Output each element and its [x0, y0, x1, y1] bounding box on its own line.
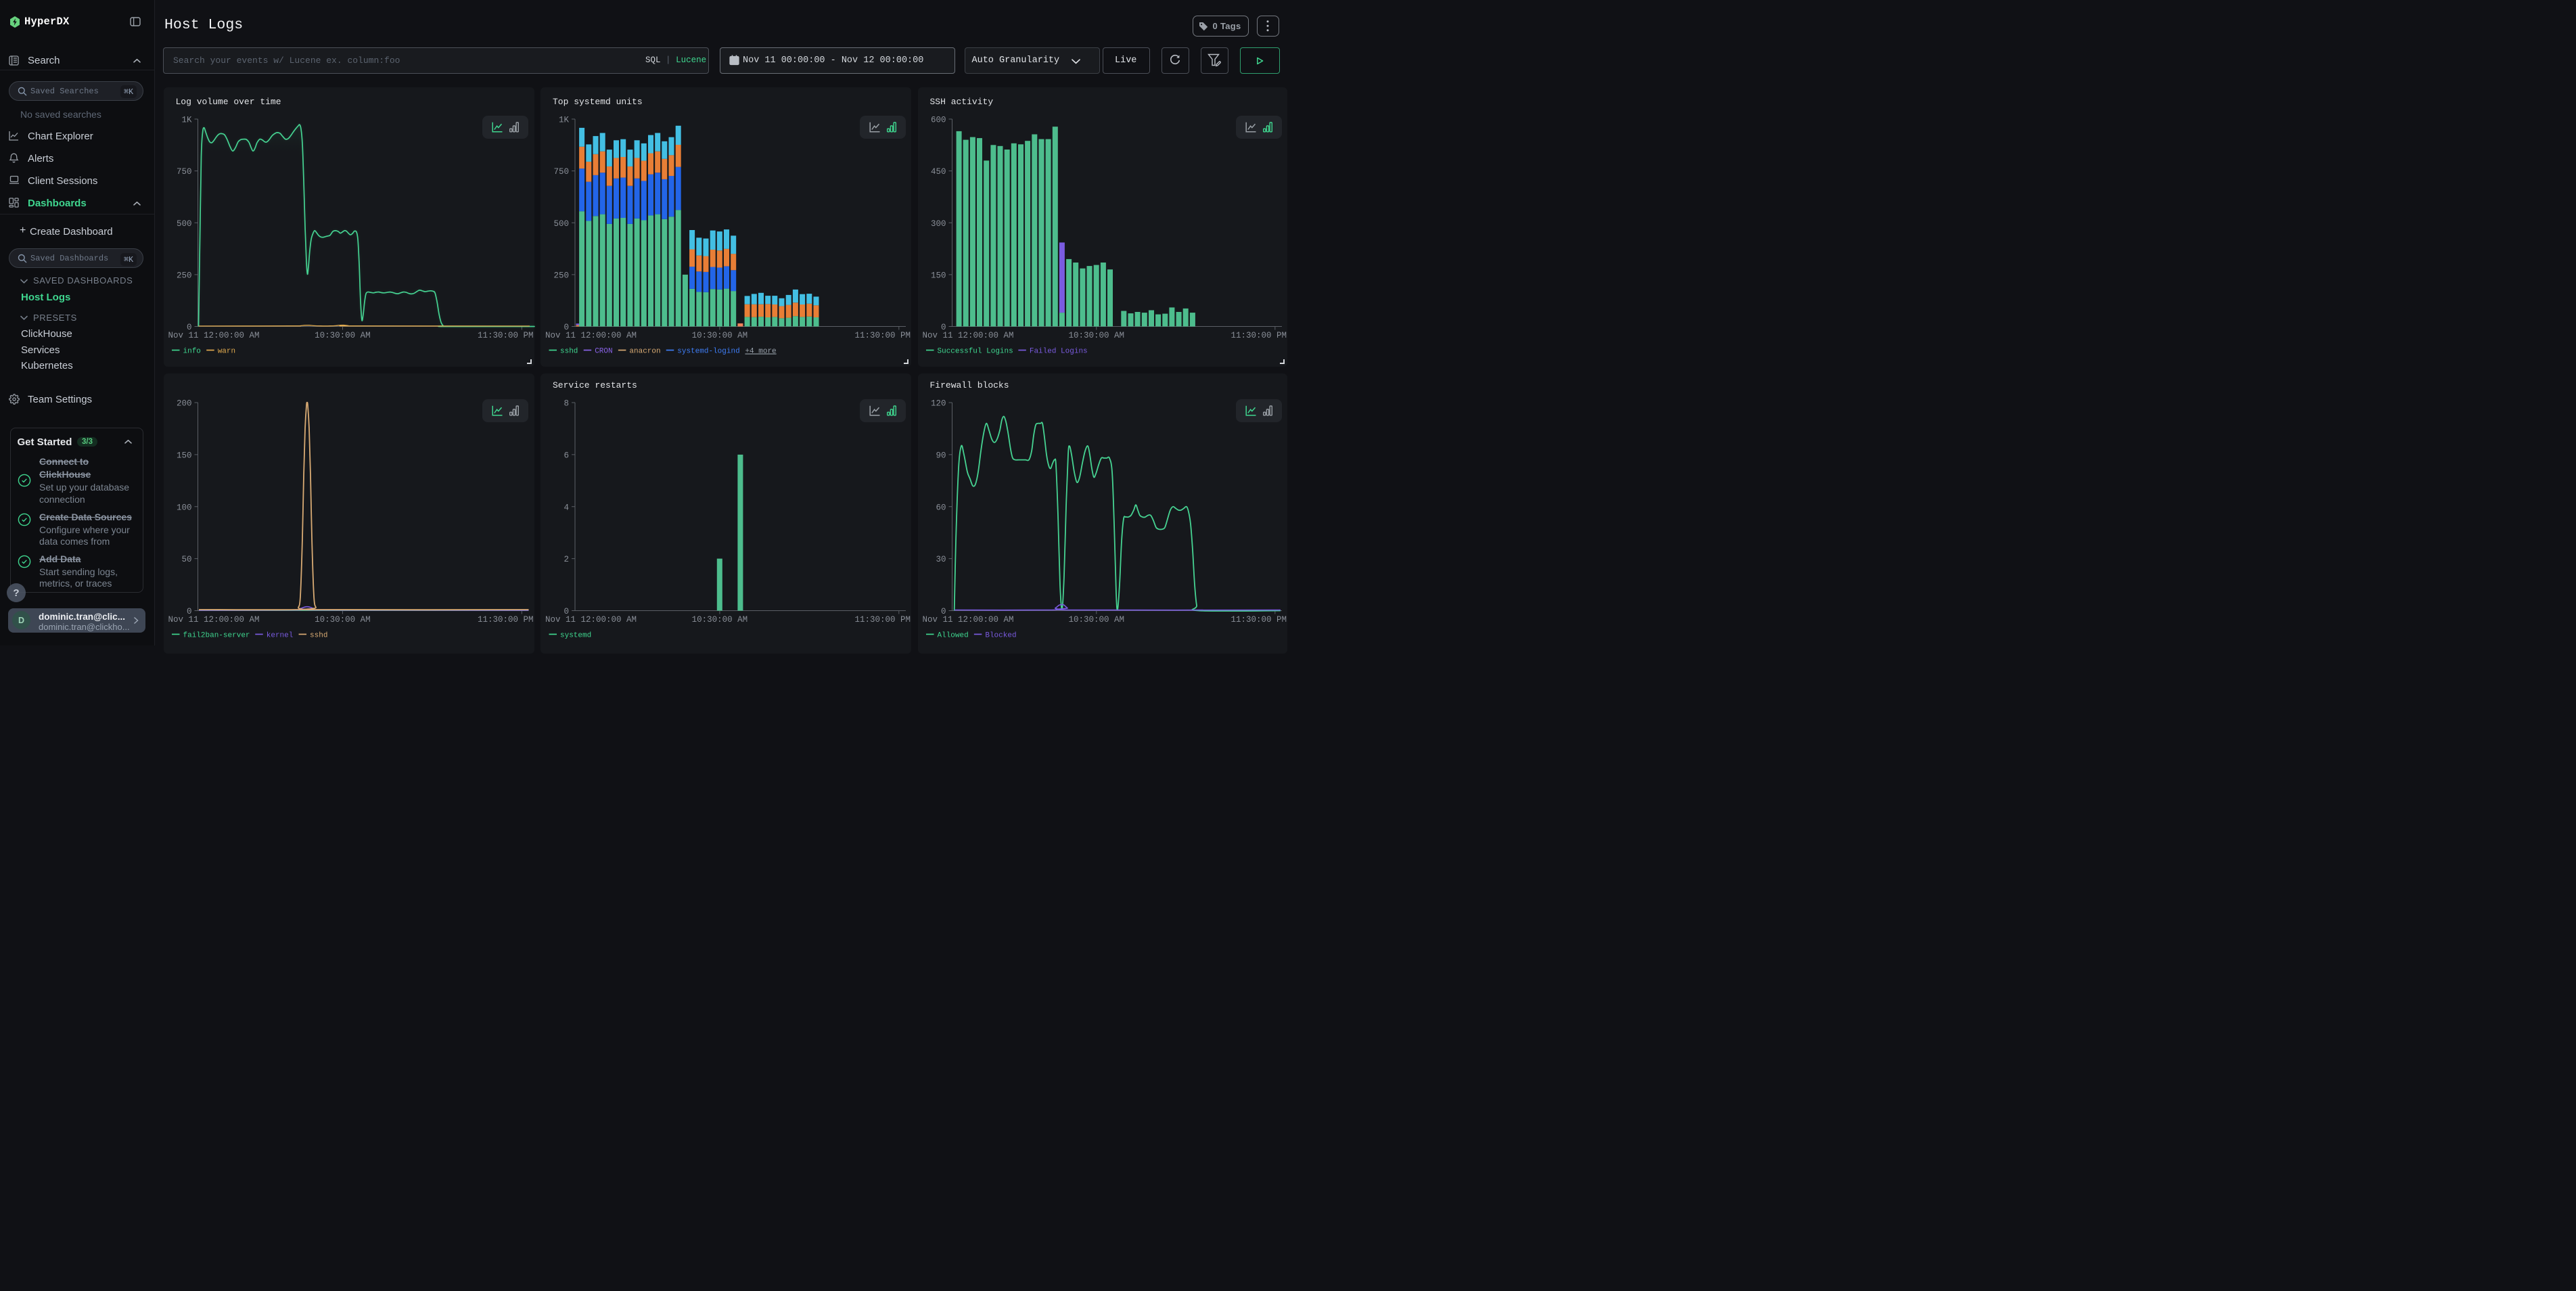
svg-text:150: 150: [931, 271, 946, 280]
svg-text:Allowed: Allowed: [938, 631, 969, 639]
svg-text:0: 0: [941, 323, 946, 332]
svg-text:Nov 11 12:00:00 AM: Nov 11 12:00:00 AM: [545, 331, 637, 340]
svg-text:50: 50: [181, 555, 191, 564]
svg-text:warn: warn: [218, 348, 235, 356]
svg-text:500: 500: [553, 219, 569, 229]
svg-text:Successful Logins: Successful Logins: [938, 348, 1013, 356]
svg-text:4: 4: [564, 503, 569, 512]
svg-text:300: 300: [931, 219, 946, 229]
svg-text:6: 6: [564, 451, 569, 460]
svg-text:750: 750: [553, 167, 569, 177]
svg-text:1K: 1K: [559, 116, 570, 125]
svg-text:60: 60: [936, 503, 946, 512]
svg-text:Nov 11 12:00:00 AM: Nov 11 12:00:00 AM: [923, 331, 1014, 340]
svg-text:Nov 11 12:00:00 AM: Nov 11 12:00:00 AM: [168, 331, 260, 340]
svg-text:100: 100: [177, 503, 192, 512]
svg-text:90: 90: [936, 451, 946, 460]
svg-text:kernel: kernel: [267, 631, 294, 639]
svg-text:10:30:00 AM: 10:30:00 AM: [315, 331, 371, 340]
svg-text:200: 200: [177, 399, 192, 409]
svg-text:0: 0: [941, 607, 946, 616]
svg-text:11:30:00 PM: 11:30:00 PM: [854, 331, 911, 340]
svg-text:10:30:00 AM: 10:30:00 AM: [692, 615, 748, 625]
svg-text:11:30:00 PM: 11:30:00 PM: [1230, 331, 1287, 340]
svg-text:sshd: sshd: [310, 631, 327, 639]
svg-text:Failed Logins: Failed Logins: [1030, 348, 1088, 356]
svg-text:0: 0: [187, 323, 192, 332]
svg-text:11:30:00 PM: 11:30:00 PM: [478, 331, 534, 340]
svg-text:8: 8: [564, 399, 569, 409]
svg-text:Nov 11 12:00:00 AM: Nov 11 12:00:00 AM: [923, 615, 1014, 625]
svg-text:11:30:00 PM: 11:30:00 PM: [1230, 615, 1287, 625]
svg-text:11:30:00 PM: 11:30:00 PM: [478, 615, 534, 625]
svg-text:10:30:00 AM: 10:30:00 AM: [315, 615, 371, 625]
svg-text:0: 0: [564, 607, 569, 616]
svg-text:Nov 11 12:00:00 AM: Nov 11 12:00:00 AM: [168, 615, 260, 625]
svg-text:2: 2: [564, 555, 569, 564]
svg-text:fail2ban-server: fail2ban-server: [183, 631, 250, 639]
svg-text:10:30:00 AM: 10:30:00 AM: [1069, 331, 1125, 340]
svg-text:systemd: systemd: [560, 631, 591, 639]
svg-text:450: 450: [931, 167, 946, 177]
svg-text:systemd-logind: systemd-logind: [677, 348, 739, 356]
svg-text:anacron: anacron: [629, 348, 660, 356]
svg-text:+4 more: +4 more: [745, 348, 776, 356]
svg-text:Nov 11 12:00:00 AM: Nov 11 12:00:00 AM: [545, 615, 637, 625]
svg-text:150: 150: [177, 451, 192, 460]
svg-text:sshd: sshd: [560, 348, 578, 356]
svg-text:500: 500: [177, 219, 192, 229]
svg-text:30: 30: [936, 555, 946, 564]
svg-text:info: info: [183, 348, 201, 356]
svg-text:11:30:00 PM: 11:30:00 PM: [854, 615, 911, 625]
svg-text:250: 250: [177, 271, 192, 280]
svg-text:10:30:00 AM: 10:30:00 AM: [692, 331, 748, 340]
svg-text:CRON: CRON: [595, 348, 612, 356]
svg-text:250: 250: [553, 271, 569, 280]
svg-text:1K: 1K: [181, 116, 192, 125]
svg-text:0: 0: [564, 323, 569, 332]
svg-text:120: 120: [931, 399, 946, 409]
svg-text:600: 600: [931, 116, 946, 125]
svg-text:750: 750: [177, 167, 192, 177]
svg-text:0: 0: [187, 607, 192, 616]
svg-text:10:30:00 AM: 10:30:00 AM: [1069, 615, 1125, 625]
svg-text:Blocked: Blocked: [985, 631, 1016, 639]
